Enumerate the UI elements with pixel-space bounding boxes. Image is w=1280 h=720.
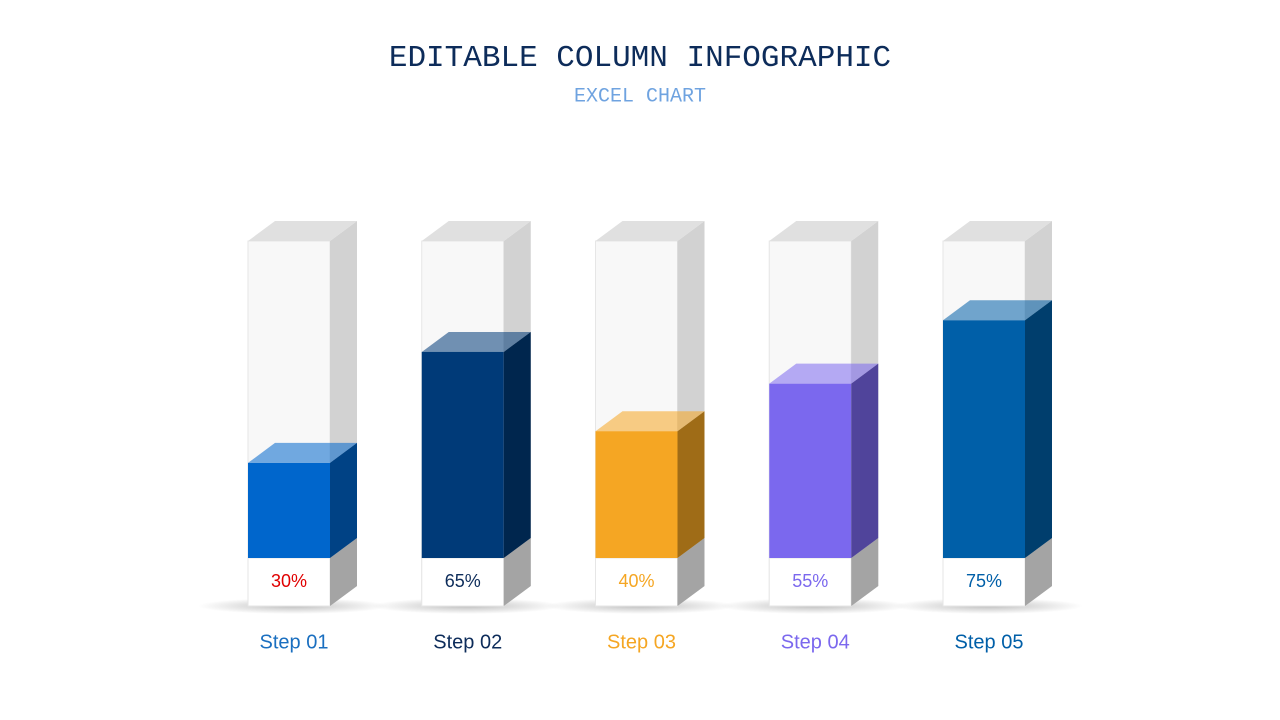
bar-front <box>421 351 504 558</box>
bar-side <box>330 442 357 558</box>
value-label: 65% <box>445 571 481 591</box>
glass-top <box>595 221 705 241</box>
glass-top <box>248 221 357 241</box>
category-label: Step 02 <box>433 631 502 653</box>
base-front <box>942 557 1026 607</box>
value-label: 55% <box>792 571 828 591</box>
bar <box>943 300 1052 558</box>
bar-front <box>943 320 1025 558</box>
value-label: 75% <box>966 571 1002 591</box>
bar-front <box>769 383 852 558</box>
bar-top <box>943 300 1052 321</box>
bar-top <box>421 331 531 352</box>
bar-front <box>595 431 678 558</box>
category-label: Step 04 <box>781 631 850 653</box>
category-label: Step 01 <box>260 631 329 653</box>
bar <box>421 331 531 558</box>
bar <box>769 363 879 558</box>
glass-top <box>769 221 879 241</box>
bar-top <box>769 363 879 384</box>
bar <box>248 442 357 558</box>
bar-side <box>677 411 705 558</box>
chart-title: EDITABLE COLUMN INFOGRAPHIC <box>389 41 891 76</box>
base-front <box>421 557 505 607</box>
glass-top <box>943 221 1052 241</box>
value-label: 40% <box>618 571 654 591</box>
bar-front <box>248 462 330 558</box>
bar <box>595 411 705 558</box>
base-side <box>677 538 705 606</box>
bar-top <box>595 411 705 432</box>
category-label: Step 03 <box>607 631 676 653</box>
base-side <box>851 538 879 606</box>
bar-side <box>503 331 531 558</box>
bar-top <box>248 442 357 463</box>
value-label: 30% <box>271 571 307 591</box>
base-front <box>247 557 331 607</box>
glass-top <box>421 221 531 241</box>
bar-side <box>1025 300 1052 558</box>
base-side <box>503 538 531 606</box>
base-side <box>330 538 357 606</box>
chart-subtitle: EXCEL CHART <box>574 85 706 108</box>
bar-side <box>851 363 879 558</box>
base-side <box>1025 538 1052 606</box>
category-label: Step 05 <box>955 631 1024 653</box>
